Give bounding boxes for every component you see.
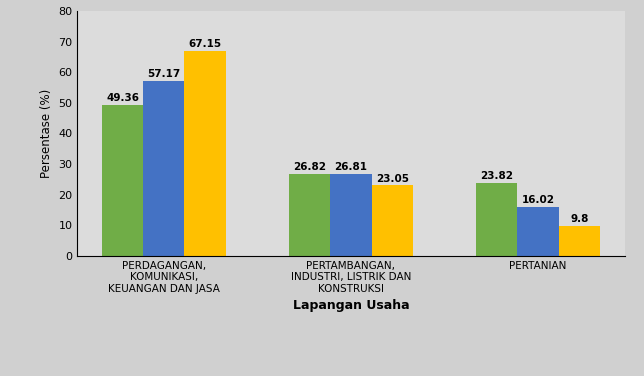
Text: 67.15: 67.15 <box>189 39 222 49</box>
Bar <box>477 183 518 256</box>
Text: 16.02: 16.02 <box>522 195 554 205</box>
Text: 26.82: 26.82 <box>293 162 327 172</box>
Text: 26.81: 26.81 <box>334 162 368 172</box>
Bar <box>184 50 225 256</box>
X-axis label: Lapangan Usaha: Lapangan Usaha <box>292 299 410 312</box>
Bar <box>372 185 413 256</box>
Bar <box>518 207 558 256</box>
Bar <box>289 174 330 256</box>
Y-axis label: Persentase (%): Persentase (%) <box>40 89 53 178</box>
Text: 23.05: 23.05 <box>375 174 409 184</box>
Text: 9.8: 9.8 <box>570 214 589 224</box>
Text: 57.17: 57.17 <box>147 70 180 79</box>
Bar <box>558 226 600 256</box>
Bar <box>330 174 372 256</box>
Text: 49.36: 49.36 <box>106 93 139 103</box>
Text: 23.82: 23.82 <box>480 171 513 181</box>
Bar <box>144 81 184 256</box>
Bar <box>102 105 144 256</box>
